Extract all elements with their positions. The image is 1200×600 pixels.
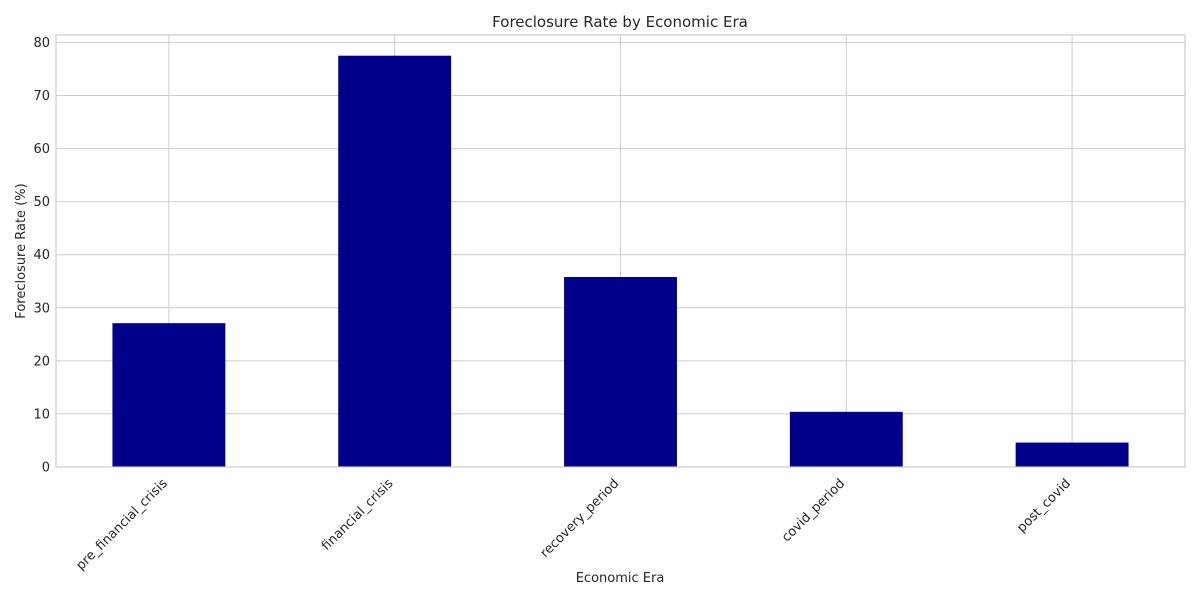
bars (112, 55, 1129, 468)
x-axis-ticks: pre_financial_crisis financial_crisis reco… (73, 476, 1073, 573)
bar-financial-crisis (338, 55, 452, 468)
bar-covid-period (789, 411, 903, 467)
x-axis-label: Economic Era (576, 571, 665, 586)
y-tick-label: 20 (33, 354, 50, 369)
y-tick-label: 50 (33, 195, 50, 210)
bar-pre-financial-crisis (112, 323, 226, 467)
y-axis-ticks: 0 10 20 30 40 50 60 70 80 (33, 36, 50, 476)
bar-recovery-period (564, 277, 677, 467)
x-tick-label: covid_period (779, 476, 848, 545)
plot-frame (55, 34, 1186, 468)
y-tick-label: 80 (33, 36, 50, 51)
x-tick-label: post_covid (1014, 476, 1074, 536)
bar-post-covid (1015, 442, 1129, 467)
x-tick-label: pre_financial_crisis (73, 476, 170, 573)
y-axis-label: Foreclosure Rate (%) (14, 183, 29, 318)
y-tick-label: 60 (33, 142, 50, 157)
x-tick-label: financial_crisis (319, 476, 397, 554)
y-tick-label: 70 (33, 89, 50, 104)
chart-title: Foreclosure Rate by Economic Era (492, 13, 748, 31)
y-tick-label: 10 (33, 407, 50, 422)
y-tick-label: 0 (42, 461, 50, 476)
x-tick-label: recovery_period (538, 476, 623, 561)
y-tick-label: 30 (33, 301, 50, 316)
y-tick-label: 40 (33, 248, 50, 263)
